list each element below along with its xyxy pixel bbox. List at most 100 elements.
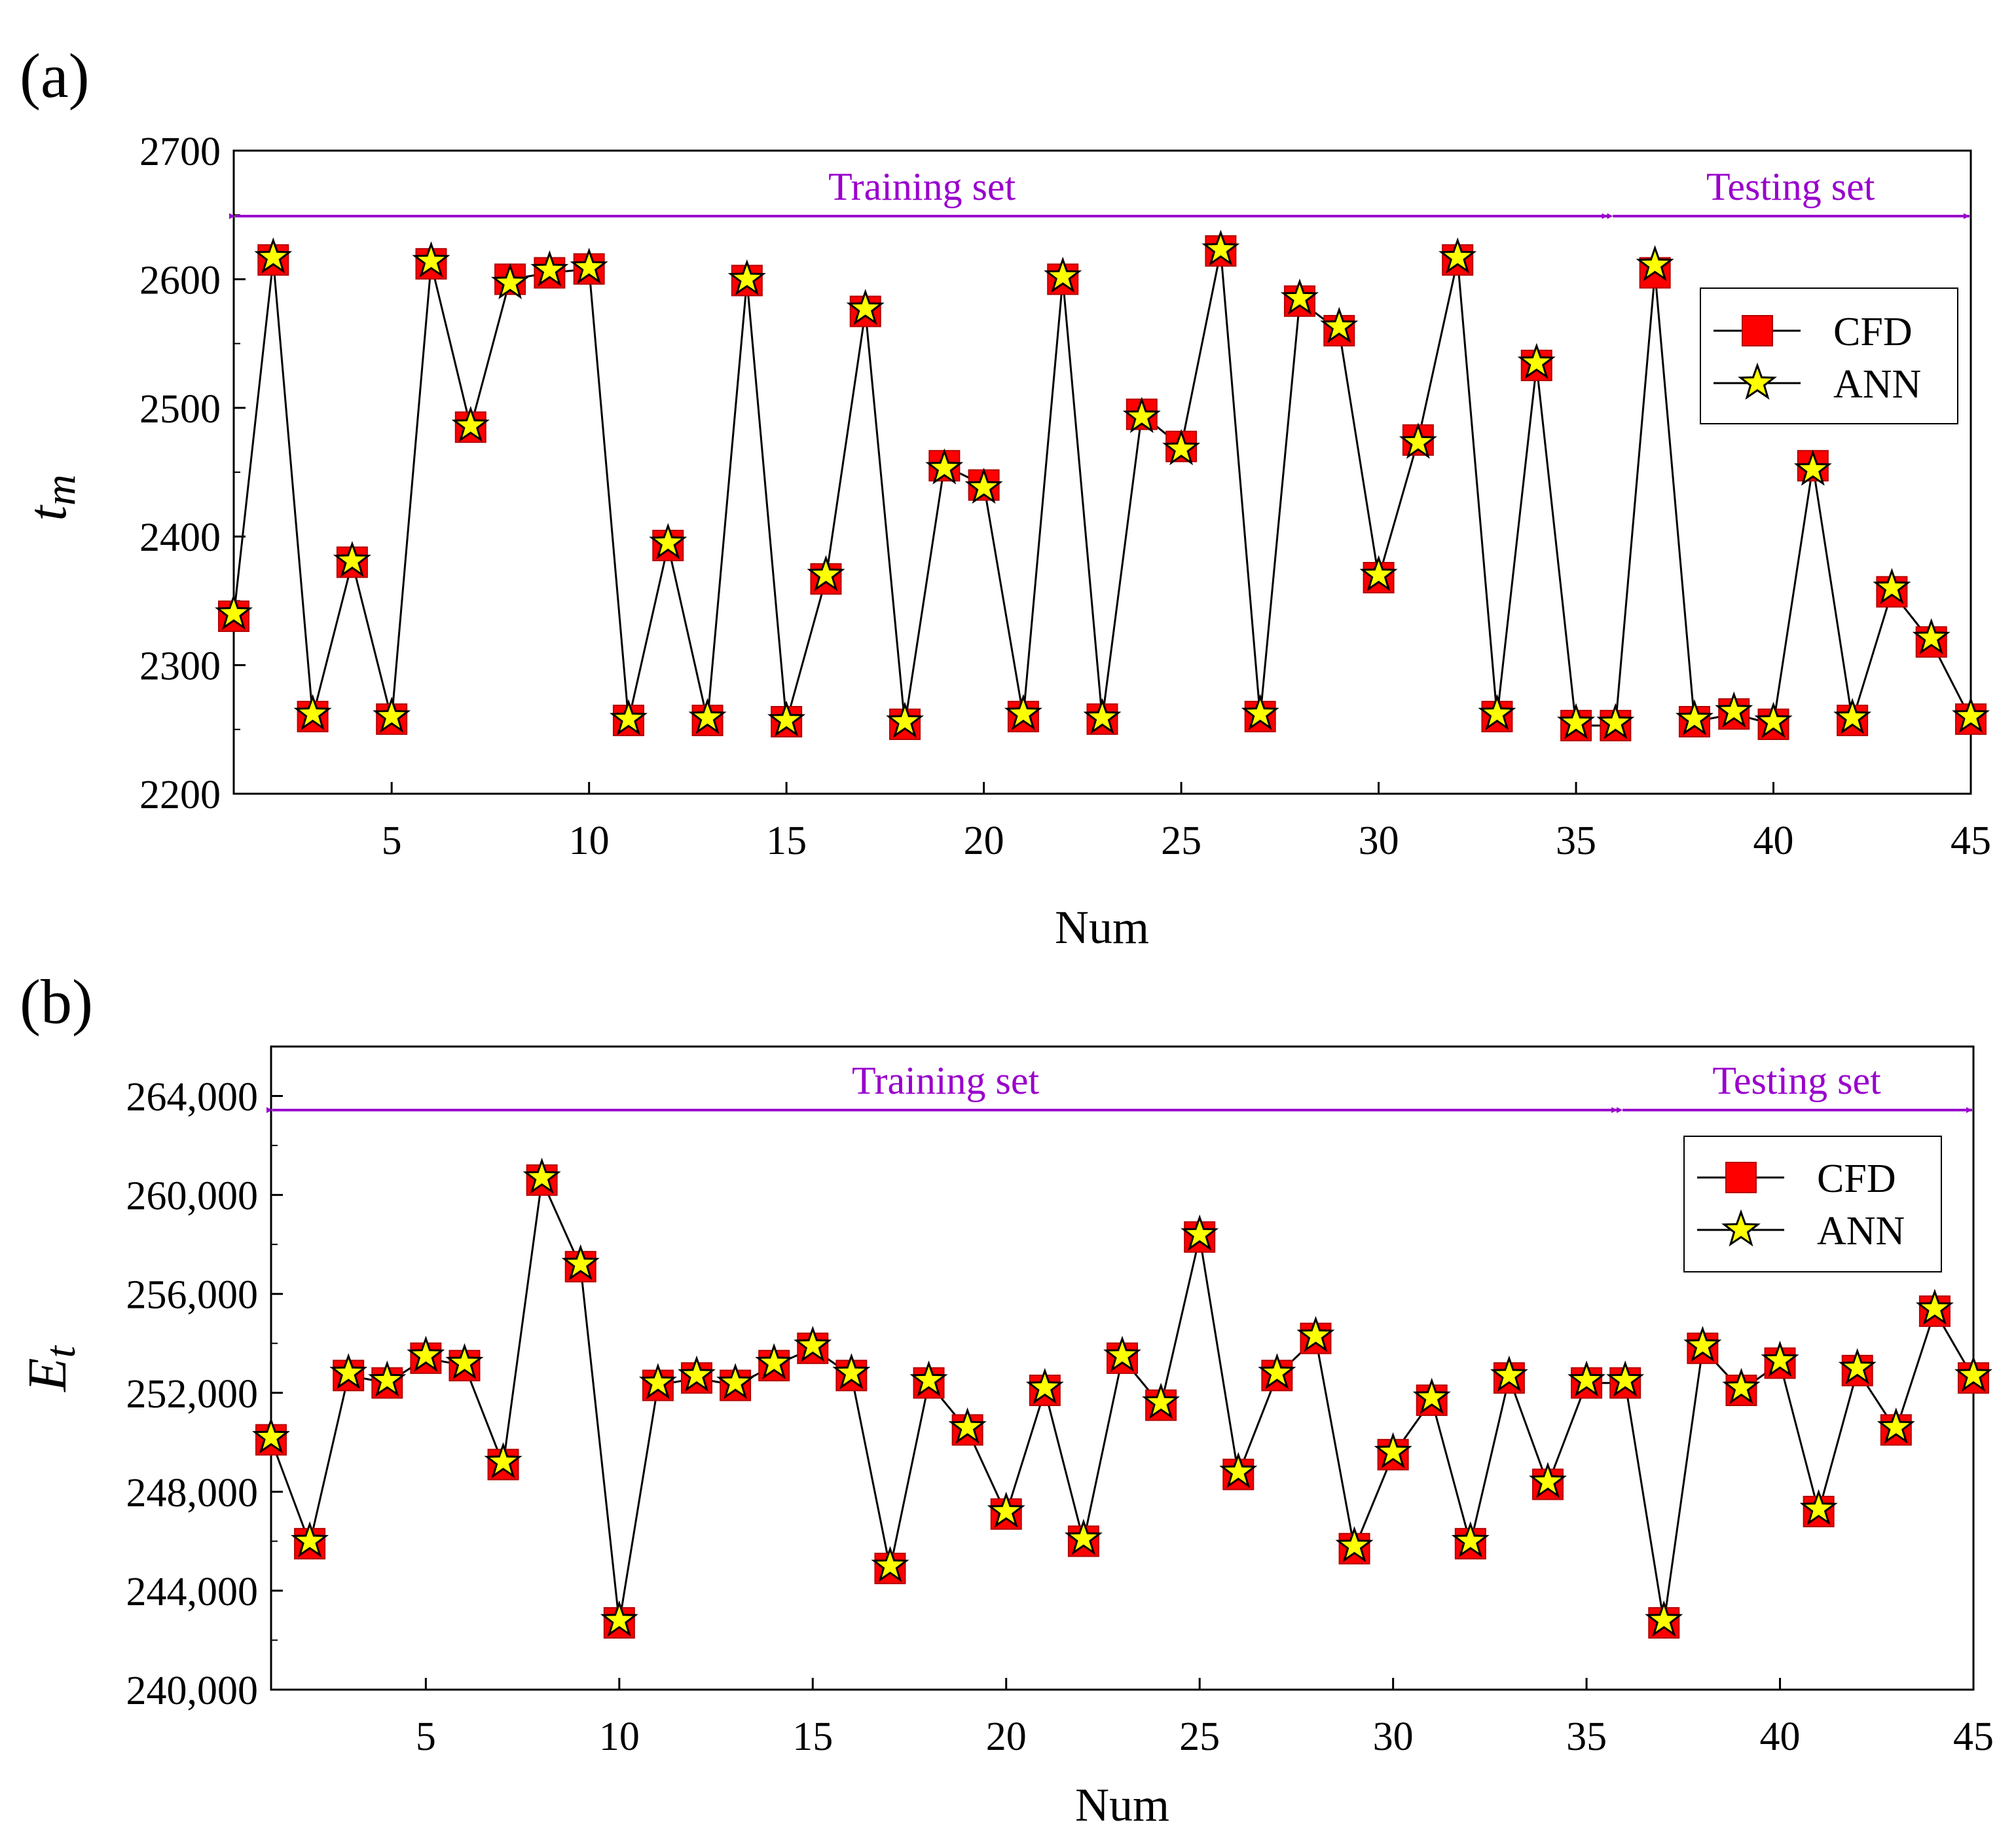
panel-b-training-label: Training set (852, 1059, 1039, 1102)
ann-point (649, 523, 687, 559)
ann-point (1451, 1521, 1490, 1558)
ann-point (1335, 1526, 1374, 1563)
x-tick-label: 25 (1179, 1715, 1220, 1759)
ann-point (1877, 1407, 1915, 1444)
panel-b-legend-box (1683, 1136, 1942, 1272)
panel-b-y-axis-sub: t (37, 1345, 84, 1358)
ann-point (909, 1360, 948, 1397)
ann-point (445, 1343, 484, 1380)
x-tick-label: 5 (382, 819, 402, 863)
x-tick-label: 40 (1760, 1715, 1801, 1759)
panel-a-series (215, 229, 1990, 741)
ann-point (1952, 696, 1990, 733)
ann-point (1374, 1432, 1412, 1469)
ann-point (925, 448, 964, 485)
ann-point (329, 1353, 368, 1390)
panel-b-x-axis: 5 10 15 20 25 30 35 40 45 (416, 1678, 1994, 1759)
ann-point (1359, 555, 1398, 591)
ann-point (871, 1546, 909, 1582)
ann-point (1833, 697, 1872, 734)
ann-point (600, 1600, 638, 1637)
ann-point (490, 263, 530, 299)
x-tick-label: 30 (1359, 819, 1399, 863)
ann-point (1596, 703, 1635, 739)
panel-b-testing-label: Testing set (1712, 1059, 1881, 1102)
y-tick-label: 252,000 (126, 1372, 259, 1417)
panel-a-legend-ann-marker (1738, 362, 1777, 400)
y-tick-label: 2400 (139, 515, 221, 560)
panel-b-series (252, 1157, 1992, 1639)
panel-a-y-axis-sub: m (37, 474, 84, 506)
ann-point (688, 697, 727, 734)
y-tick-label: 240,000 (126, 1669, 259, 1713)
ann-point (368, 1360, 407, 1397)
panel-a-y-axis: 2200 2300 2400 2500 2600 2700 (139, 130, 246, 817)
ann-point (1025, 1367, 1064, 1404)
ann-point (886, 701, 925, 738)
ann-point (1645, 1600, 1683, 1637)
panel-b-y-axis-title: Et (17, 1345, 84, 1392)
panel-b-x-axis-title: Num (1075, 1779, 1169, 1831)
ann-point (832, 1353, 871, 1390)
ann-point (638, 1363, 677, 1400)
ann-point (1162, 429, 1201, 466)
panel-b-label: (b) (20, 967, 93, 1037)
ann-point (254, 237, 293, 274)
ann-point (1004, 694, 1042, 730)
ann-point (1529, 1462, 1567, 1498)
ann-point (609, 699, 648, 735)
panel-b: (b) 240,000244,000248,000252,000256,0002… (17, 967, 1994, 1831)
ann-point (767, 700, 806, 737)
x-tick-label: 15 (766, 819, 807, 863)
ann-point (1799, 1489, 1838, 1525)
ann-point (1761, 1341, 1799, 1377)
ann-point (1517, 343, 1556, 379)
ann-point (293, 694, 332, 730)
ann-point (484, 1441, 522, 1479)
x-tick-label: 30 (1373, 1715, 1414, 1759)
ann-point (1793, 449, 1832, 486)
y-tick-label: 244,000 (126, 1570, 259, 1614)
panel-a-legend: CFD ANN (1700, 288, 1958, 424)
ann-point (1439, 237, 1477, 274)
panel-a-legend-ann-label: ANN (1833, 362, 1921, 407)
ann-point (1083, 697, 1122, 734)
panel-b-legend: CFD ANN (1683, 1136, 1942, 1272)
panel-b-y-axis: 240,000 244,000 248,000 252,000 256,000 260,0… (126, 1046, 283, 1713)
x-tick-label: 20 (964, 819, 1004, 863)
panel-a-legend-cfd-label: CFD (1833, 310, 1913, 354)
panel-b-legend-cfd-marker (1725, 1162, 1757, 1193)
ann-point (373, 696, 411, 733)
ann-point (1296, 1316, 1335, 1352)
panel-a-plot-frame (232, 149, 1972, 795)
ann-point (987, 1491, 1025, 1528)
ann-point (964, 468, 1003, 504)
ann-point (727, 259, 766, 296)
ann-point (1399, 422, 1437, 459)
x-tick-label: 45 (1953, 1715, 1994, 1759)
ann-point (1838, 1348, 1877, 1384)
ann-point (1280, 278, 1319, 315)
ann-point (1683, 1326, 1722, 1362)
x-tick-label: 45 (1951, 819, 1991, 863)
ann-point (1954, 1355, 1992, 1392)
x-tick-label: 25 (1161, 819, 1201, 863)
x-tick-label: 10 (569, 819, 610, 863)
ann-point (451, 405, 490, 442)
panel-a-training-label: Training set (828, 165, 1016, 208)
ann-point (1412, 1377, 1451, 1415)
ann-point (1556, 703, 1596, 739)
panel-a-y-axis-title: tm (17, 474, 84, 521)
x-tick-label: 15 (792, 1715, 833, 1759)
ann-point (1122, 396, 1161, 434)
panel-a-label: (a) (20, 41, 90, 111)
ann-point (1044, 257, 1082, 293)
ann-point (1722, 1367, 1761, 1404)
y-tick-label: 2500 (139, 387, 221, 432)
x-tick-label: 10 (599, 1715, 640, 1759)
ann-point (407, 1335, 445, 1372)
panel-a-legend-box (1700, 288, 1958, 424)
ann-point (1219, 1452, 1258, 1489)
ann-point (807, 555, 845, 591)
